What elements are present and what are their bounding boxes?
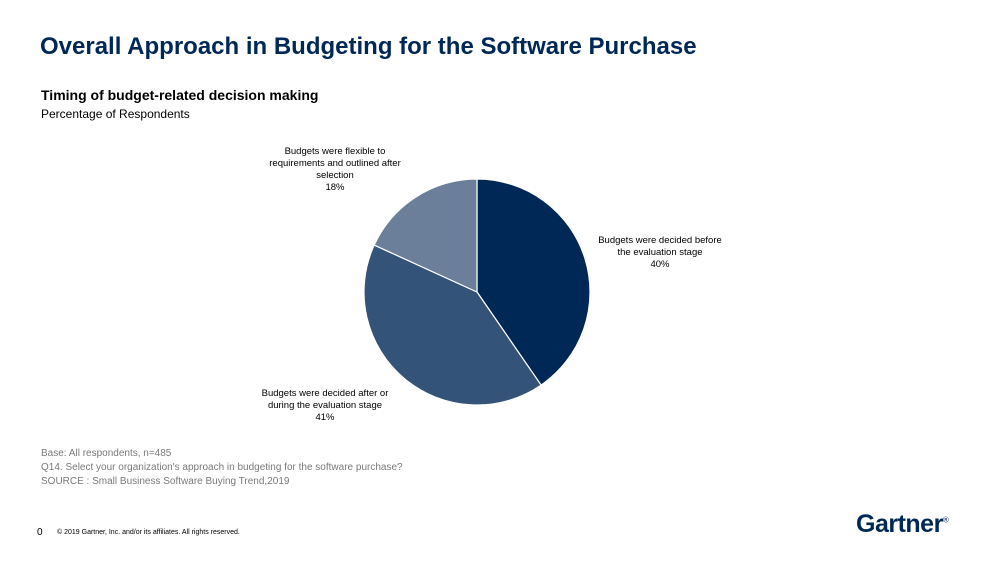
chart-subtitle: Timing of budget-related decision making xyxy=(41,87,319,103)
page-title: Overall Approach in Budgeting for the So… xyxy=(40,33,697,60)
slice-label-decided-before: Budgets were decided before the evaluati… xyxy=(590,235,730,271)
copyright-notice: © 2019 Gartner, Inc. and/or its affiliat… xyxy=(57,529,240,536)
slice-value-label: 41% xyxy=(315,412,335,423)
registered-mark: ® xyxy=(942,515,949,525)
footnote-base: Base: All respondents, n=485 xyxy=(41,448,172,459)
slice-value-label: 18% xyxy=(325,182,345,193)
slice-label-line: requirements and outlined after xyxy=(269,158,401,169)
chart-unit-label: Percentage of Respondents xyxy=(41,107,190,121)
pie-slice-decided-after xyxy=(363,244,542,406)
footnote-question: Q14. Select your organization's approach… xyxy=(41,462,403,473)
slice-label-line: Budgets were decided after or xyxy=(261,388,389,399)
slice-label-flexible: Budgets were flexible to requirements an… xyxy=(255,146,415,194)
slice-label-line: Budgets were flexible to xyxy=(284,146,386,157)
gartner-logo: Gartner® xyxy=(856,510,949,539)
footnotes: Base: All respondents, n=485 Q14. Select… xyxy=(41,447,403,489)
slice-label-decided-after: Budgets were decided after or during the… xyxy=(255,388,395,424)
slice-label-line: the evaluation stage xyxy=(617,247,703,258)
logo-text: Gartner xyxy=(856,510,943,538)
pie-slice-decided-before xyxy=(476,178,591,386)
slice-value-label: 40% xyxy=(650,259,670,270)
slice-label-line: Budgets were decided before xyxy=(598,235,722,246)
slice-label-line: during the evaluation stage xyxy=(267,400,383,411)
pie-slice-flexible xyxy=(373,178,478,293)
footnote-source: SOURCE : Small Business Software Buying … xyxy=(41,476,290,487)
page-number: 0 xyxy=(37,527,43,538)
slice-label-line: selection xyxy=(316,170,354,181)
